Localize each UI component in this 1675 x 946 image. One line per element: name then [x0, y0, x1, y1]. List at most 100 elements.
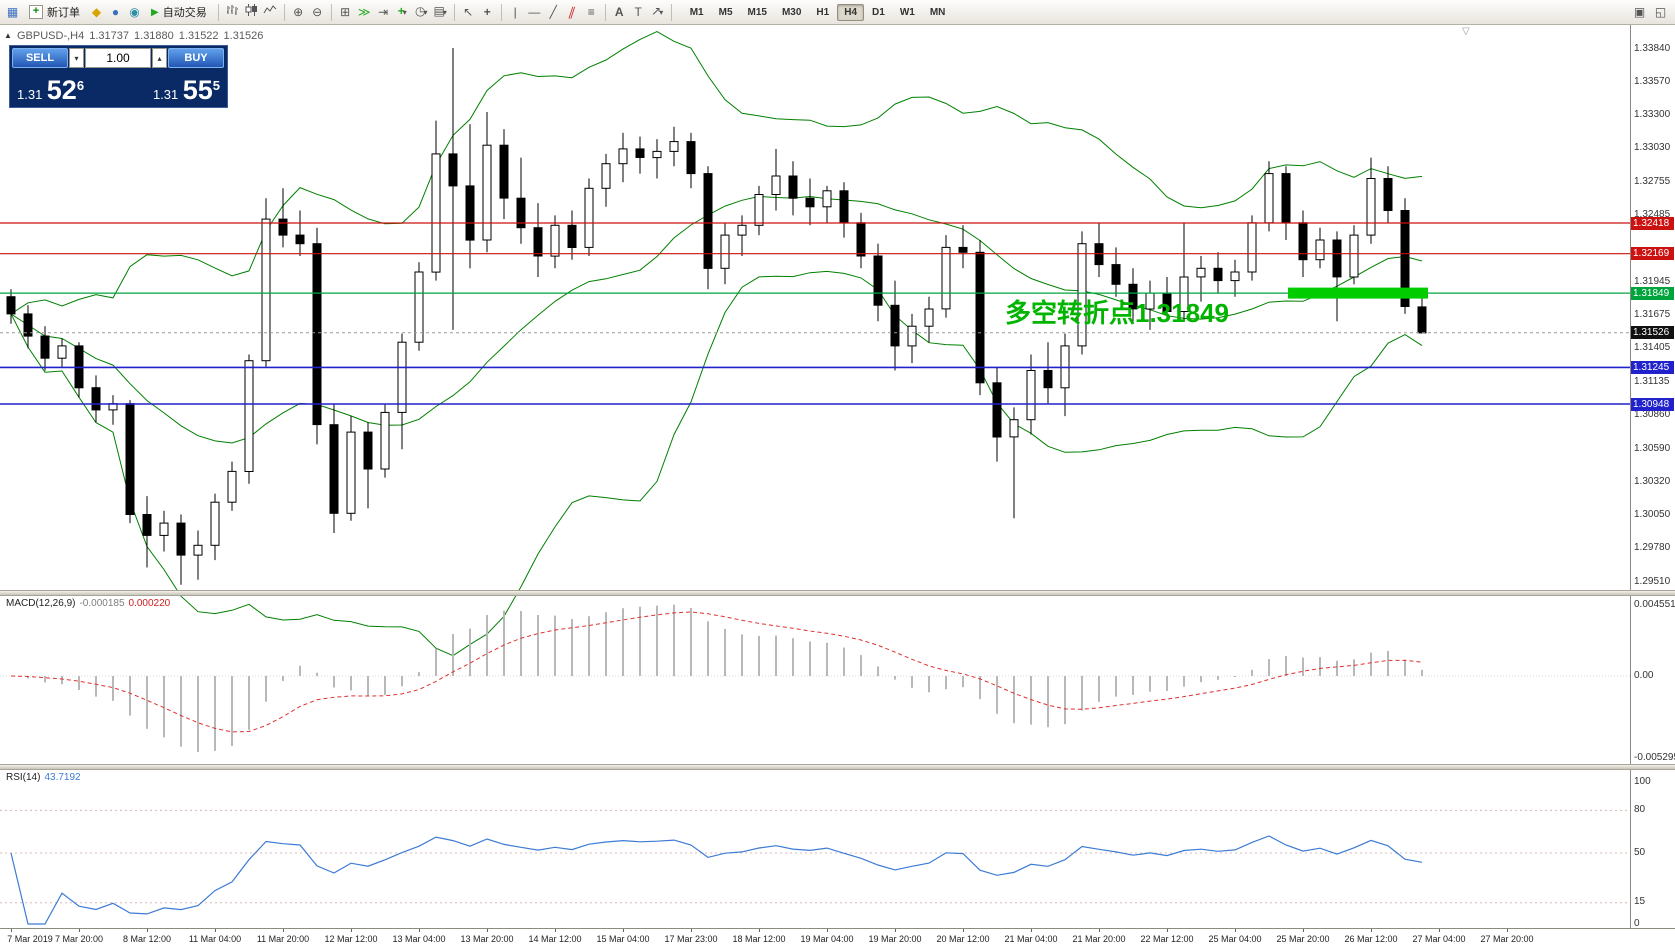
candle [448, 48, 458, 330]
rsi-value: 43.7192 [44, 772, 81, 783]
candle [788, 161, 798, 216]
timeframe-m30[interactable]: M30 [781, 6, 802, 18]
chart-shift-marker[interactable]: ▽ [1462, 26, 1470, 37]
candle [1213, 252, 1223, 293]
candlestick-chart-icon[interactable] [243, 3, 260, 21]
candle [550, 215, 560, 269]
candle [1043, 342, 1053, 404]
auto-trading-button[interactable]: ▶ 自动交易 [145, 2, 213, 22]
timeframe-m5[interactable]: M5 [718, 6, 733, 18]
bar-chart-icon[interactable] [224, 3, 241, 21]
time-axis-tick [147, 929, 148, 932]
price-axis-label: 1.32485 [1634, 209, 1671, 221]
cursor-icon[interactable]: ↖ [463, 5, 474, 19]
timeframe-mn[interactable]: MN [929, 6, 946, 18]
candle [414, 262, 424, 351]
timeframe-w1[interactable]: W1 [899, 6, 915, 18]
new-window-icon[interactable]: ▣ [1633, 5, 1646, 19]
candle [958, 225, 968, 269]
candle [1111, 247, 1121, 297]
text-icon[interactable]: A [614, 5, 624, 19]
price-axis-label: 1.33300 [1634, 109, 1671, 120]
turning-point-highlight[interactable] [1288, 287, 1428, 299]
auto-scroll-icon[interactable]: ≫ [357, 5, 371, 19]
candle [244, 354, 254, 484]
chart-shift-icon[interactable]: ⇥ [378, 5, 389, 19]
candle [686, 132, 696, 189]
periods-icon[interactable]: ◷▾ [414, 4, 428, 18]
horizontal-line-icon[interactable]: — [528, 5, 541, 19]
templates-icon[interactable]: ▤▾ [433, 4, 447, 18]
chevron-down-icon: ▾ [402, 8, 407, 17]
volume-increase-button[interactable]: ▴ [152, 48, 167, 68]
vertical-line-icon[interactable]: | [513, 5, 517, 19]
time-axis-label: 18 Mar 12:00 [732, 934, 786, 944]
time-axis-label: 8 Mar 12:00 [122, 934, 172, 944]
navigator-icon[interactable]: ◉ [129, 5, 140, 19]
sell-button[interactable]: SELL [12, 48, 68, 68]
candles [6, 48, 1427, 585]
trendline-icon[interactable]: ╱ [549, 5, 557, 19]
buy-price[interactable]: 1.31 555 [152, 75, 220, 105]
panel-collapse-icon[interactable]: ▲ [4, 31, 12, 40]
rsi-axis-50: 50 [1634, 847, 1646, 858]
timeframe-m1[interactable]: M1 [689, 6, 704, 18]
toolbar-separator [283, 3, 285, 21]
support-price-tag: 1.30948 [1631, 397, 1674, 411]
candle [499, 129, 509, 220]
metaeditor-icon[interactable]: ◆ [91, 5, 102, 19]
volume-decrease-button[interactable]: ▾ [69, 48, 84, 68]
window-arrange-icon[interactable]: ◱ [1654, 5, 1667, 19]
time-axis-tick [1507, 929, 1508, 932]
time-axis-tick [11, 929, 12, 932]
time-axis-tick [1303, 929, 1304, 932]
chart-window-icon[interactable]: ▦ [6, 5, 19, 19]
timeframe-toolbar: M1 M5 M15 M30 H1 H4 D1 W1 MN [683, 3, 953, 21]
sell-price[interactable]: 1.31 526 [17, 75, 85, 105]
fibonacci-icon[interactable]: ≡ [587, 5, 595, 19]
time-axis-label: 12 Mar 12:00 [324, 934, 378, 944]
price-axis-label: 1.33840 [1634, 42, 1671, 54]
main-toolbar: ▦ + 新订单 ◆ ● ◉ ▶ 自动交易 ⊕ ⊖ ⊞ ≫ ⇥ +▾ ◷▾ ▤▾ … [0, 0, 1675, 25]
tile-windows-icon[interactable]: ⊞ [340, 5, 351, 19]
turning-point-annotation[interactable]: 多空转折点1.31849 [1005, 298, 1229, 328]
candle [91, 375, 101, 423]
candle [754, 185, 764, 236]
candle [1383, 166, 1393, 223]
timeframe-h4[interactable]: H4 [837, 3, 865, 21]
timeframe-d1[interactable]: D1 [872, 6, 885, 18]
macd-axis-min: -0.005295 [1634, 752, 1675, 763]
time-axis-label: 19 Mar 04:00 [800, 934, 854, 944]
chart-canvas[interactable] [0, 25, 1675, 946]
arrows-icon[interactable]: ↗▾ [651, 4, 664, 18]
volume-input[interactable] [85, 48, 151, 68]
indicators-icon[interactable]: +▾ [397, 4, 407, 18]
text-label-icon[interactable]: T [634, 5, 642, 19]
time-axis-tick [283, 929, 284, 932]
buy-button[interactable]: BUY [168, 48, 224, 68]
candle [601, 153, 611, 207]
zoom-in-icon[interactable]: ⊕ [293, 5, 304, 19]
new-order-button[interactable]: + 新订单 [23, 2, 86, 22]
line-chart-icon[interactable] [262, 3, 279, 21]
time-axis-label: 20 Mar 12:00 [936, 934, 990, 944]
candle [108, 395, 118, 425]
time-axis-tick [1099, 929, 1100, 932]
pane-separator[interactable] [0, 764, 1675, 770]
zoom-out-icon[interactable]: ⊖ [312, 5, 323, 19]
price-axis-label: 1.32755 [1634, 176, 1671, 188]
timeframe-h1[interactable]: H1 [816, 6, 830, 18]
time-axis-label: 22 Mar 12:00 [1140, 934, 1194, 944]
pane-separator[interactable] [0, 590, 1675, 596]
candle [465, 124, 475, 269]
toolbar-separator [500, 3, 502, 21]
channel-icon[interactable]: ∥ [566, 5, 578, 19]
timeframe-m15[interactable]: M15 [747, 6, 767, 18]
time-axis-tick [1167, 929, 1168, 932]
market-watch-icon[interactable]: ● [111, 5, 120, 19]
crosshair-icon[interactable]: + [483, 5, 491, 19]
candle [1196, 256, 1206, 302]
current-price-price-tag: 1.31526 [1631, 326, 1674, 340]
time-axis[interactable]: 7 Mar 2019 7 Mar 20:00 8 Mar 12:00 11 Mar 0… [0, 928, 1675, 946]
play-icon: ▶ [151, 6, 159, 18]
